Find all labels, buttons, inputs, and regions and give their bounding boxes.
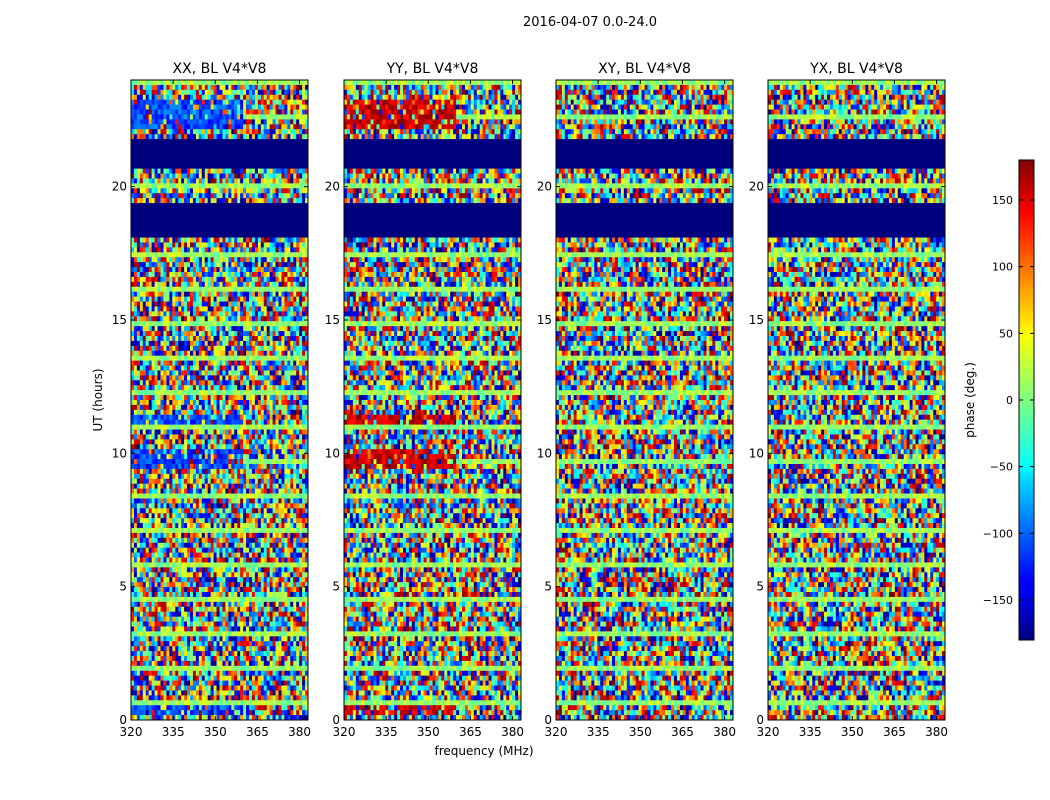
y-axis-label: UT (hours) xyxy=(91,368,105,431)
y-tick-label: 5 xyxy=(119,580,127,594)
panel-title: YY, BL V4*V8 xyxy=(386,61,479,77)
y-tick-label: 5 xyxy=(756,580,764,594)
y-tick-label: 0 xyxy=(544,713,552,727)
panel-heatmap xyxy=(768,80,945,720)
x-tick-label: 365 xyxy=(246,725,269,739)
x-tick-label: 350 xyxy=(204,725,227,739)
x-tick-label: 380 xyxy=(288,725,311,739)
x-tick-label: 365 xyxy=(459,725,482,739)
y-tick-label: 20 xyxy=(749,180,764,194)
panel-4: YX, BL V4*V8 320 335 350 365 380 0 5 10 15 20 xyxy=(749,61,948,739)
x-tick-label: 350 xyxy=(629,725,652,739)
y-tick-label: 0 xyxy=(332,713,340,727)
colorbar-label: phase (deg.) xyxy=(963,362,977,438)
y-tick-label: 15 xyxy=(112,313,127,327)
y-tick-label: 15 xyxy=(537,313,552,327)
y-tick-label: 0 xyxy=(119,713,127,727)
x-tick-label: 380 xyxy=(501,725,524,739)
x-tick-label: 350 xyxy=(841,725,864,739)
panel-2: YY, BL V4*V8 320 335 350 365 380 0 5 10 15 20 xyxy=(325,61,524,739)
x-tick-label: 335 xyxy=(799,725,822,739)
colorbar-tick-label: 100 xyxy=(992,261,1013,274)
x-tick-label: 320 xyxy=(333,725,356,739)
x-tick-label: 320 xyxy=(757,725,780,739)
colorbar-tick-label: −50 xyxy=(990,461,1013,474)
x-tick-label: 335 xyxy=(162,725,185,739)
panel-heatmap xyxy=(556,80,733,720)
y-tick-label: 10 xyxy=(112,446,127,460)
colorbar: 150 100 50 0 −50 −100 −150 phase (deg.) xyxy=(963,160,1034,640)
y-tick-label: 15 xyxy=(749,313,764,327)
x-tick-label: 335 xyxy=(587,725,610,739)
panel-title: XY, BL V4*V8 xyxy=(598,61,691,77)
panel-3: XY, BL V4*V8 320 335 350 365 380 0 5 10 15 20 xyxy=(537,61,736,739)
panel-heatmap xyxy=(131,80,308,720)
colorbar-tick-label: 150 xyxy=(992,194,1013,207)
panel-title: XX, BL V4*V8 xyxy=(173,61,267,77)
y-tick-label: 5 xyxy=(332,580,340,594)
y-tick-label: 5 xyxy=(544,580,552,594)
y-tick-label: 15 xyxy=(325,313,340,327)
panel-1: XX, BL V4*V8 320 335 350 365 380 0 5 10 15 20 xyxy=(112,61,311,739)
x-tick-label: 320 xyxy=(120,725,143,739)
figure-title: 2016-04-07 0.0-24.0 xyxy=(523,15,657,30)
y-tick-label: 20 xyxy=(537,180,552,194)
y-tick-label: 10 xyxy=(537,446,552,460)
colorbar-tick-label: 0 xyxy=(1006,394,1013,407)
y-tick-label: 20 xyxy=(325,180,340,194)
y-tick-label: 10 xyxy=(325,446,340,460)
panel-heatmap xyxy=(344,80,521,720)
colorbar-tick-label: −150 xyxy=(983,594,1013,607)
panel-title: YX, BL V4*V8 xyxy=(809,61,903,77)
y-tick-label: 20 xyxy=(112,180,127,194)
x-tick-label: 320 xyxy=(545,725,568,739)
y-tick-label: 0 xyxy=(756,713,764,727)
x-axis-label: frequency (MHz) xyxy=(434,744,533,758)
x-tick-label: 380 xyxy=(925,725,948,739)
x-tick-label: 365 xyxy=(883,725,906,739)
y-tick-label: 10 xyxy=(749,446,764,460)
colorbar-tick-label: 50 xyxy=(999,327,1013,340)
x-tick-label: 365 xyxy=(671,725,694,739)
colorbar-tick-label: −100 xyxy=(983,527,1013,540)
x-tick-label: 350 xyxy=(417,725,440,739)
x-tick-label: 380 xyxy=(713,725,736,739)
x-tick-label: 335 xyxy=(375,725,398,739)
